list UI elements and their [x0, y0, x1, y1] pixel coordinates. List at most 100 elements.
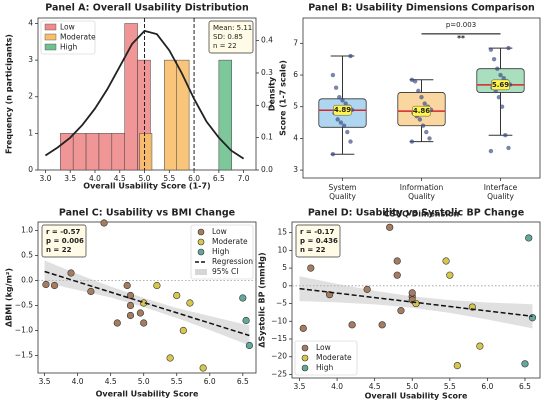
legend-swatch [44, 23, 57, 31]
x-tick-label: 3.5 [294, 382, 306, 391]
data-point [419, 95, 424, 100]
median-label-box [333, 104, 352, 116]
regression-line [44, 270, 250, 337]
x-tick-label: 3.5 [64, 174, 76, 183]
y-axis-label: ΔSystolic BP (mmHg) [258, 252, 267, 347]
data-point [113, 319, 121, 327]
legend-swatch [195, 269, 207, 275]
legend-label: Moderate [316, 353, 352, 362]
y-axis-label: Score (1-7 scale) [279, 60, 288, 136]
y-tick-label: −10 [271, 316, 287, 325]
data-point [100, 219, 108, 227]
data-point [503, 133, 508, 138]
x-tick-label: 4.5 [114, 174, 126, 183]
data-point [446, 271, 454, 279]
x-tick-label: 4.5 [369, 382, 381, 391]
x-tick-label: 6.0 [204, 377, 216, 386]
data-point [386, 223, 394, 231]
data-point [166, 354, 174, 362]
y-tick-label: 10 [277, 245, 287, 254]
significance-p: p=0.003 [446, 21, 476, 29]
y-tick-label: 4 [293, 133, 298, 142]
x-axis-label: Overall Usability Score [365, 392, 468, 401]
median-label: 5.69 [492, 81, 509, 89]
y-tick-label: −0.5 [15, 301, 33, 310]
data-point [341, 123, 347, 128]
x-axis-label: Overall Usability Score (1-7) [83, 182, 210, 191]
x-tick-label: 5.0 [138, 377, 150, 386]
histogram-bar [111, 133, 125, 171]
data-point [416, 88, 421, 94]
histogram-bar [218, 59, 232, 171]
data-point [338, 120, 344, 125]
legend-label: Low [316, 343, 331, 352]
y2-tick-label: 0.1 [261, 133, 273, 142]
x-tick-label: 4.5 [105, 377, 117, 386]
histogram-bar [164, 59, 177, 171]
data-point [179, 326, 187, 335]
y-tick-label: 5 [293, 102, 298, 111]
data-point [245, 341, 253, 350]
data-point [126, 311, 135, 320]
data-point [397, 307, 405, 315]
y-axis-label: Frequency (n participants) [5, 34, 14, 154]
density-curve [44, 29, 245, 160]
data-point [348, 53, 353, 59]
panel-title: Panel C: Usability vs BMI Change [59, 208, 235, 219]
panel-title: Panel D: Usability vs Systolic BP Change [308, 208, 524, 219]
data-point [476, 342, 484, 350]
data-point [501, 75, 506, 81]
y-tick-label: 5 [282, 263, 287, 272]
median-label-box [491, 79, 510, 91]
data-point [442, 257, 450, 265]
data-point [153, 281, 161, 290]
x-tick-label: 4.0 [89, 174, 101, 183]
x-axis-label: Overall Usability Score [96, 390, 199, 399]
median-label: 4.86 [413, 107, 430, 115]
data-point [420, 123, 426, 128]
data-point [337, 95, 342, 100]
legend-marker [301, 364, 309, 372]
histogram-bar [72, 133, 87, 171]
data-point [528, 314, 537, 322]
plot-frame [291, 221, 541, 379]
regression-line [299, 287, 533, 318]
legend-label: High [316, 363, 333, 372]
data-point [393, 271, 401, 279]
data-point [496, 95, 502, 100]
data-point [333, 85, 339, 90]
stats-box [41, 224, 87, 258]
y-tick-label: −1.5 [15, 351, 33, 360]
y-tick-label: 0.0 [21, 276, 33, 285]
data-point [408, 289, 416, 297]
stats-text: n = 22 [46, 246, 72, 254]
data-point [87, 287, 95, 296]
data-point [330, 72, 336, 78]
histogram-bar [176, 59, 190, 171]
data-point [173, 291, 181, 300]
legend-label: Regression [212, 257, 253, 266]
y2-tick-label: 0.3 [261, 68, 273, 77]
data-point [498, 72, 503, 78]
data-point [393, 257, 401, 265]
y-tick-label: 7 [293, 38, 298, 47]
y-tick-label: 3 [293, 165, 298, 174]
data-point [506, 145, 511, 151]
stats-text: p = 0.006 [46, 237, 84, 245]
data-point [126, 291, 135, 300]
legend-label: Low [212, 227, 227, 236]
stats-text: n = 22 [213, 42, 237, 50]
data-point [140, 319, 148, 327]
x-tick-label: 3.5 [39, 377, 51, 386]
x-tick-label: 5.5 [444, 382, 456, 391]
y-tick-label: 2 [28, 92, 33, 101]
data-point [412, 299, 420, 308]
stats-text: r = -0.17 [300, 228, 334, 236]
legend-label: High [60, 43, 77, 52]
histogram-bar [60, 133, 74, 171]
data-point [424, 129, 429, 135]
stats-text: p = 0.436 [300, 237, 338, 245]
data-point [330, 152, 336, 157]
data-point [499, 104, 505, 109]
legend-label: Moderate [212, 237, 248, 246]
